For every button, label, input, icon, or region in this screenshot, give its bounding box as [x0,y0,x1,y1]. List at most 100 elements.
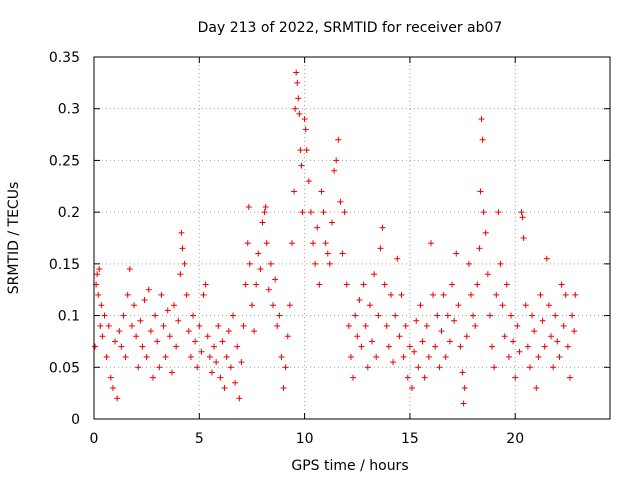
data-point [223,353,230,360]
data-point [301,116,308,123]
data-point [341,209,348,216]
data-point [158,291,165,298]
data-point [267,260,274,267]
data-point [303,147,310,154]
data-point [160,322,167,329]
data-point [440,291,447,298]
data-point [460,400,467,407]
plot-frame [93,56,611,420]
x-tick-label: 15 [401,431,419,447]
data-point [377,245,384,252]
data-point [175,317,182,324]
y-tick-label: 0.1 [58,309,80,325]
data-point [385,343,392,350]
data-point [109,384,116,391]
data-point [364,364,371,371]
data-point [211,343,218,350]
data-point [533,384,540,391]
data-point [371,271,378,278]
data-point [238,359,245,366]
data-point [219,338,226,345]
data-point [257,266,264,273]
data-point [156,364,163,371]
data-point [324,250,331,257]
data-point [409,384,416,391]
data-point [402,322,409,329]
data-point [406,343,413,350]
data-point [164,307,171,314]
data-point [213,359,220,366]
data-point [139,343,146,350]
data-point [162,353,169,360]
data-point [442,353,449,360]
data-point [149,374,156,381]
data-point [246,260,253,267]
data-point [419,338,426,345]
data-point [421,374,428,381]
data-point [128,322,135,329]
data-point [510,338,517,345]
data-point [316,281,323,288]
data-point [133,333,140,340]
data-point [470,312,477,319]
data-point [189,312,196,319]
data-point [354,333,361,340]
data-point [302,126,309,133]
data-point [137,317,144,324]
data-point [204,333,211,340]
data-point [192,338,199,345]
data-point [356,297,363,304]
x-tick-label: 0 [90,431,99,447]
data-point [501,333,508,340]
data-point [477,188,484,195]
data-point [296,110,303,117]
data-point [284,333,291,340]
data-point [352,312,359,319]
data-point [379,224,386,231]
data-point [276,312,283,319]
data-point [486,312,493,319]
data-point [120,312,127,319]
data-point [185,328,192,335]
data-point [512,374,519,381]
data-point [262,203,269,210]
data-point [345,322,352,329]
data-point [265,286,272,293]
y-tick-label: 0.2 [58,205,80,221]
data-point [177,271,184,278]
data-point [310,240,317,247]
data-point [455,302,462,309]
data-point [107,374,114,381]
data-point [202,281,209,288]
data-point [96,266,103,273]
data-point [554,338,561,345]
data-point [358,343,365,350]
data-point [495,209,502,216]
data-point [326,260,333,267]
data-point [154,338,161,345]
data-point [328,219,335,226]
data-point [215,322,222,329]
x-tick-label: 5 [195,431,204,447]
data-point [451,317,458,324]
data-point [461,384,468,391]
data-point [484,271,491,278]
data-point [131,302,138,309]
data-point [411,348,418,355]
data-point [508,312,515,319]
data-point [331,167,338,174]
data-point [333,157,340,164]
grid-lines [94,57,610,419]
data-point [480,209,487,216]
data-point [518,209,525,216]
data-point [282,364,289,371]
data-point [516,348,523,355]
data-point [449,281,456,288]
data-point [322,240,329,247]
data-point [369,338,376,345]
data-point [337,198,344,205]
data-point [537,291,544,298]
data-point [381,281,388,288]
data-point [143,353,150,360]
data-point [465,260,472,267]
